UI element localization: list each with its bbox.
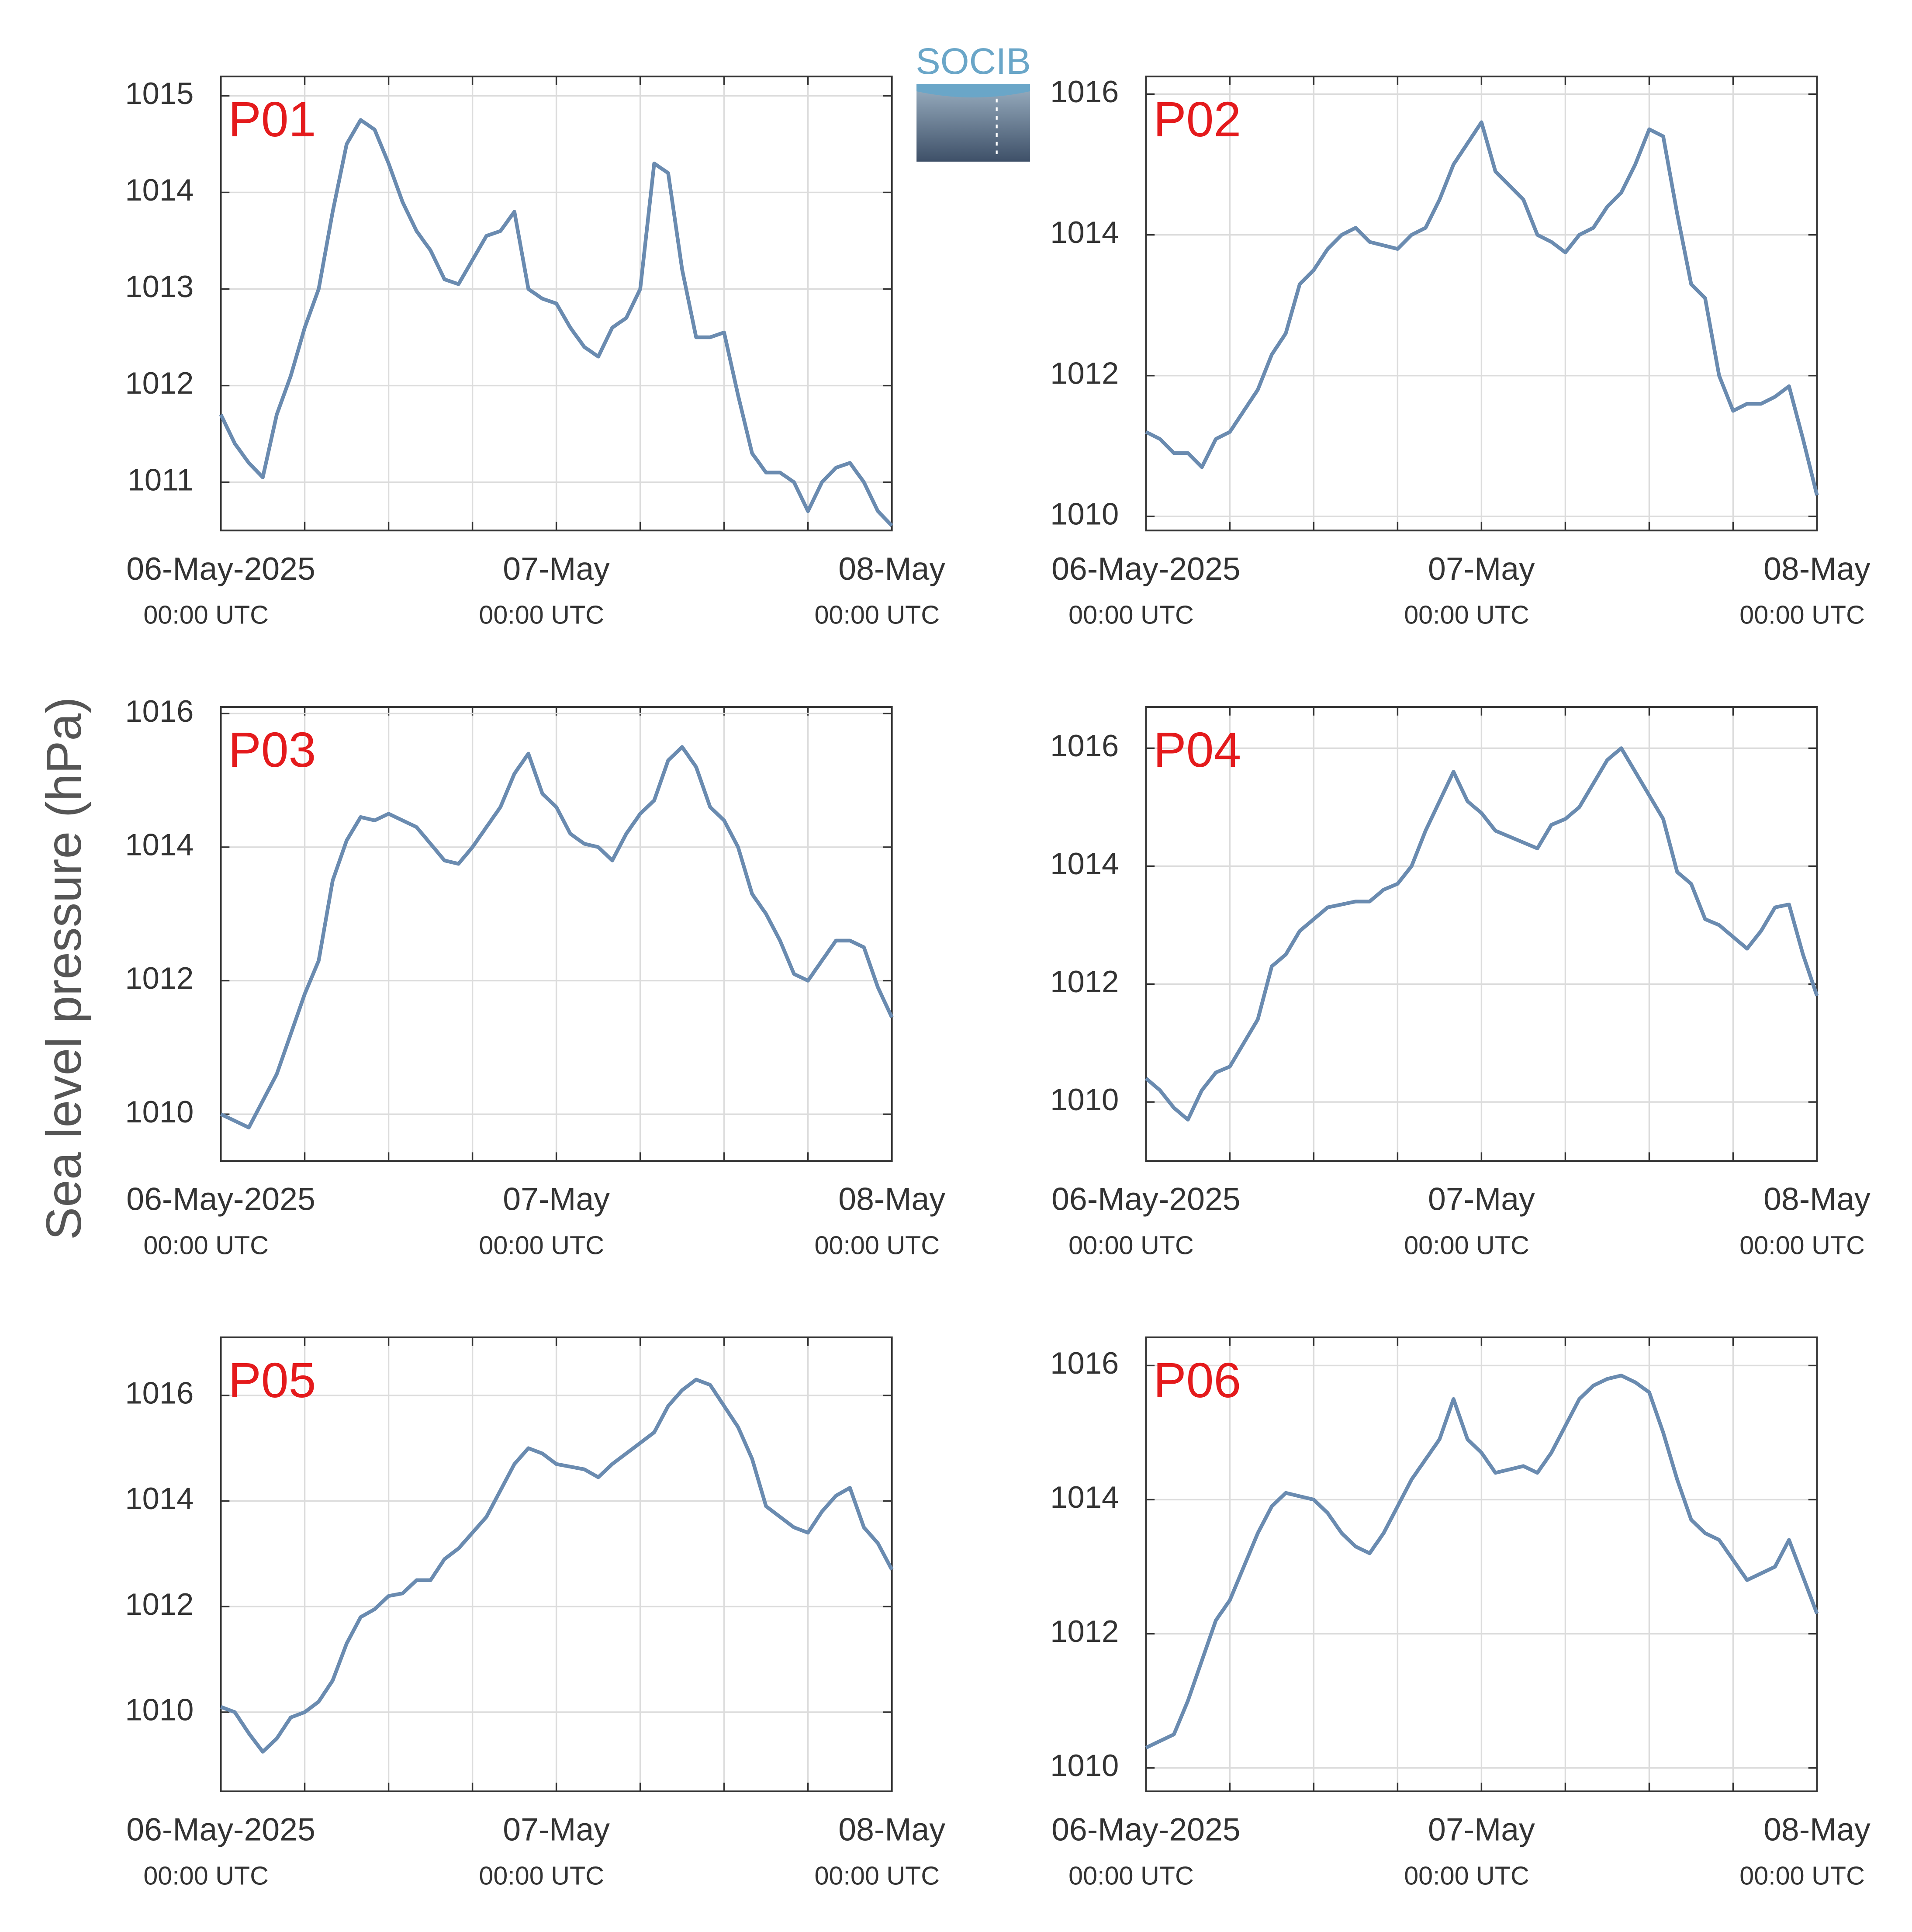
x-tick-sublabel: 00:00 UTC	[143, 600, 269, 630]
x-tick-sublabel: 00:00 UTC	[1404, 1230, 1529, 1260]
x-tick-label: 07-May	[1428, 1812, 1535, 1848]
panel: 06-May-2025 00:00 UTC 07-May 00:00 UTC 08-Ma…	[125, 1336, 945, 1890]
x-tick-label: 06-May-2025	[1051, 551, 1241, 587]
y-tick-label: 1012	[1050, 356, 1119, 390]
plot-frame	[1145, 1336, 1818, 1793]
x-tick-label: 06-May-2025	[1051, 1812, 1241, 1848]
x-tick-label: 06-May-2025	[1051, 1181, 1241, 1217]
x-tick-label: 06-May-2025	[126, 1181, 315, 1217]
x-tick-label: 08-May	[1763, 551, 1871, 587]
x-tick-sublabel: 00:00 UTC	[1404, 1861, 1529, 1890]
x-tick-label: 08-May	[838, 1812, 945, 1848]
y-tick-label: 1010	[125, 1094, 194, 1129]
x-tick-sublabel: 00:00 UTC	[1739, 1230, 1865, 1260]
plot-frame	[220, 706, 893, 1162]
panel-title: P04	[1153, 722, 1241, 777]
y-tick-label: 1016	[1050, 1346, 1119, 1380]
logo-text: SOCIB	[916, 40, 1031, 82]
x-tick-sublabel: 00:00 UTC	[1739, 1861, 1865, 1890]
y-tick-label: 1013	[125, 269, 194, 304]
panel-title: P06	[1153, 1353, 1241, 1408]
y-tick-label: 1012	[1050, 964, 1119, 999]
panel: 06-May-2025 00:00 UTC 07-May 00:00 UTC 08-Ma…	[1050, 1336, 1871, 1890]
y-tick-label: 1014	[125, 828, 194, 862]
y-tick-label: 1014	[1050, 1480, 1119, 1514]
y-axis-label: Sea level pressure (hPa)	[36, 697, 91, 1240]
data-line	[1144, 746, 1819, 1122]
x-tick-sublabel: 00:00 UTC	[1068, 1230, 1194, 1260]
x-tick-sublabel: 00:00 UTC	[814, 1230, 940, 1260]
data-line	[1145, 120, 1819, 496]
y-tick-label: 1010	[1050, 1748, 1119, 1783]
x-tick-label: 08-May	[1763, 1812, 1871, 1848]
x-tick-sublabel: 00:00 UTC	[814, 1861, 940, 1890]
panel: 06-May-2025 00:00 UTC 07-May 00:00 UTC 08-Ma…	[1050, 74, 1871, 630]
y-tick-label: 1016	[1050, 728, 1119, 763]
y-tick-label: 1014	[125, 1481, 194, 1516]
x-tick-sublabel: 00:00 UTC	[814, 600, 940, 630]
x-tick-label: 08-May	[1763, 1181, 1871, 1217]
y-tick-label: 1012	[1050, 1614, 1119, 1648]
x-tick-label: 07-May	[503, 1181, 610, 1217]
x-tick-label: 07-May	[503, 1812, 610, 1848]
data-line	[220, 1378, 894, 1754]
plot-frame	[220, 76, 893, 532]
panel-title: P01	[228, 92, 316, 147]
plot-frame	[1145, 76, 1818, 532]
y-tick-label: 1011	[128, 462, 194, 497]
x-tick-sublabel: 00:00 UTC	[1404, 600, 1529, 630]
x-tick-label: 08-May	[838, 551, 945, 587]
plot-frame	[1145, 706, 1818, 1162]
y-tick-label: 1016	[1050, 74, 1119, 109]
y-tick-label: 1012	[125, 961, 194, 995]
data-line	[1145, 1374, 1819, 1750]
plot-frame	[220, 1336, 893, 1793]
x-tick-sublabel: 00:00 UTC	[479, 1861, 604, 1890]
panel: 06-May-2025 00:00 UTC 07-May 00:00 UTC 08-Ma…	[1050, 706, 1871, 1260]
y-tick-label: 1012	[125, 1587, 194, 1621]
panel-title: P02	[1153, 92, 1241, 147]
x-tick-label: 07-May	[1428, 551, 1535, 587]
y-tick-label: 1016	[125, 1376, 194, 1410]
logo: SOCIB	[916, 40, 1031, 162]
x-tick-sublabel: 00:00 UTC	[1068, 600, 1194, 630]
y-tick-label: 1014	[1050, 215, 1119, 249]
y-tick-label: 1012	[125, 366, 194, 400]
y-tick-label: 1014	[125, 173, 194, 207]
x-tick-sublabel: 00:00 UTC	[479, 1230, 604, 1260]
y-tick-label: 1010	[1050, 497, 1119, 531]
x-tick-label: 07-May	[503, 551, 610, 587]
y-tick-label: 1016	[125, 694, 194, 728]
x-tick-sublabel: 00:00 UTC	[479, 600, 604, 630]
x-tick-label: 07-May	[1428, 1181, 1535, 1217]
x-tick-label: 08-May	[838, 1181, 945, 1217]
y-tick-label: 1010	[125, 1692, 194, 1727]
panel: 06-May-2025 00:00 UTC 07-May 00:00 UTC 08-Ma…	[125, 694, 945, 1260]
y-tick-label: 1014	[1050, 846, 1119, 881]
data-line	[219, 118, 893, 527]
panel-title: P03	[228, 722, 316, 777]
x-tick-sublabel: 00:00 UTC	[1068, 1861, 1194, 1890]
logo-wave	[916, 84, 1030, 98]
data-line	[220, 745, 894, 1129]
y-tick-label: 1015	[125, 76, 194, 111]
x-tick-sublabel: 00:00 UTC	[143, 1230, 269, 1260]
y-tick-label: 1010	[1050, 1082, 1119, 1117]
x-tick-label: 06-May-2025	[126, 1812, 315, 1848]
x-tick-sublabel: 00:00 UTC	[1739, 600, 1865, 630]
panel-title: P05	[228, 1353, 316, 1408]
panel: 06-May-2025 00:00 UTC 07-May 00:00 UTC 08-Ma…	[125, 76, 945, 630]
x-tick-label: 06-May-2025	[126, 551, 315, 587]
x-tick-sublabel: 00:00 UTC	[143, 1861, 269, 1890]
